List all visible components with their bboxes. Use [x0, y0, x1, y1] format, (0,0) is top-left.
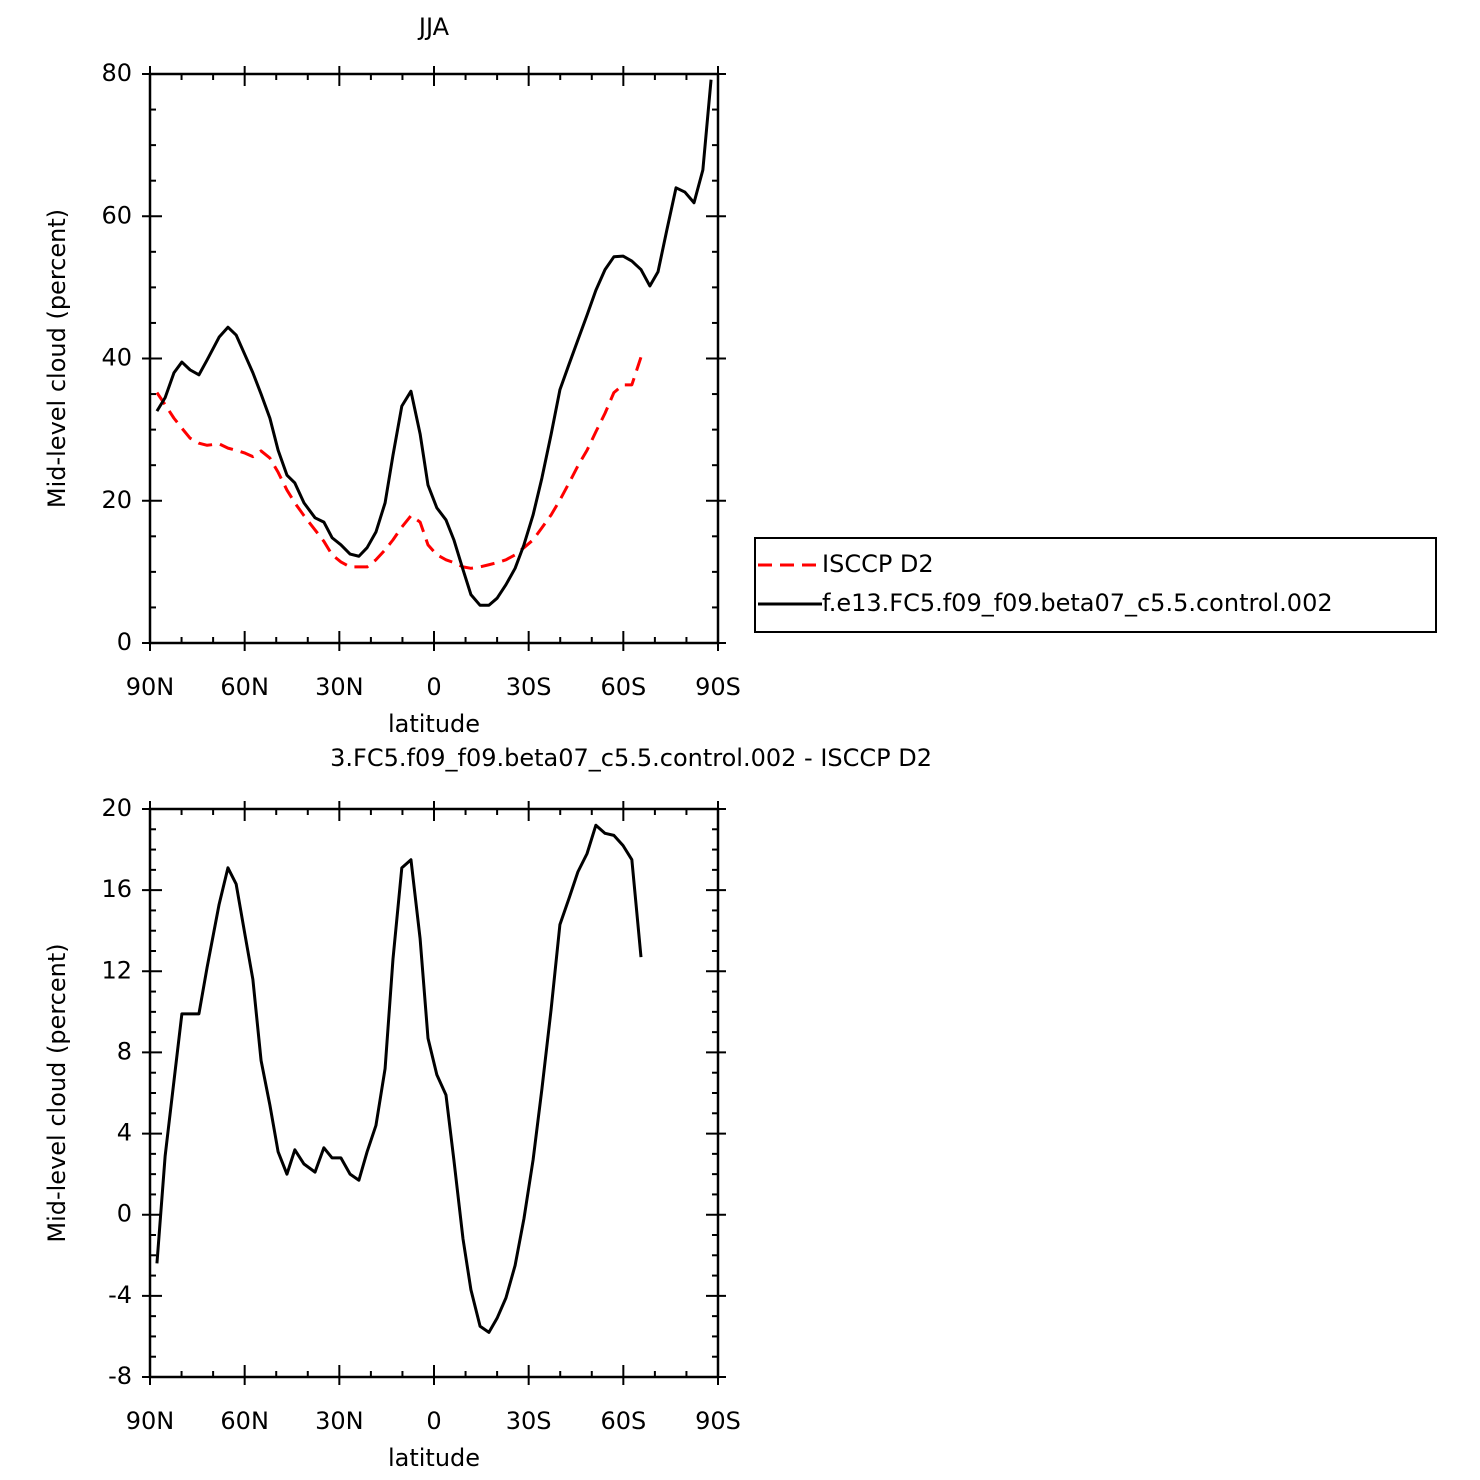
y-tick-label: 12 [101, 956, 132, 984]
x-tick-label: 30N [315, 673, 364, 701]
legend-label: f.e13.FC5.f09_f09.beta07_c5.5.control.00… [822, 589, 1333, 617]
y-axis-label: Mid-level cloud (percent) [43, 943, 71, 1242]
y-tick-label: 20 [101, 486, 132, 514]
x-tick-label: 60S [600, 673, 646, 701]
data-line [155, 823, 643, 1334]
legend-label: ISCCP D2 [822, 550, 934, 578]
y-tick-label: 20 [101, 794, 132, 822]
x-tick-label: 30S [506, 1407, 552, 1435]
y-tick-label: 0 [117, 1200, 132, 1228]
y-tick-label: -8 [108, 1362, 132, 1390]
chart-title: 3.FC5.f09_f09.beta07_c5.5.control.002 - … [330, 744, 932, 772]
x-tick-label: 60N [220, 673, 269, 701]
x-tick-label: 60N [220, 1407, 269, 1435]
x-axis-label: latitude [388, 710, 480, 738]
plot-frame [148, 807, 720, 1379]
x-tick-label: 0 [426, 1407, 441, 1435]
x-tick-label: 90S [695, 673, 741, 701]
plot-frame [148, 72, 720, 645]
y-tick-label: 16 [101, 875, 132, 903]
y-tick-label: 60 [101, 201, 132, 229]
x-tick-label: 30N [315, 1407, 364, 1435]
y-tick-label: -4 [108, 1281, 132, 1309]
y-tick-label: 4 [117, 1119, 132, 1147]
x-tick-label: 90N [126, 673, 175, 701]
chart-title: JJA [417, 13, 450, 41]
x-tick-label: 0 [426, 673, 441, 701]
data-line [155, 79, 713, 607]
y-axis-label: Mid-level cloud (percent) [43, 209, 71, 508]
y-tick-label: 80 [101, 59, 132, 87]
x-tick-label: 90S [695, 1407, 741, 1435]
x-tick-label: 90N [126, 1407, 175, 1435]
x-tick-label: 30S [506, 673, 552, 701]
y-tick-label: 8 [117, 1037, 132, 1065]
legend-box [754, 537, 1437, 633]
y-tick-label: 40 [101, 344, 132, 372]
x-axis-label: latitude [388, 1444, 480, 1472]
y-tick-label: 0 [117, 628, 132, 656]
x-tick-label: 60S [600, 1407, 646, 1435]
